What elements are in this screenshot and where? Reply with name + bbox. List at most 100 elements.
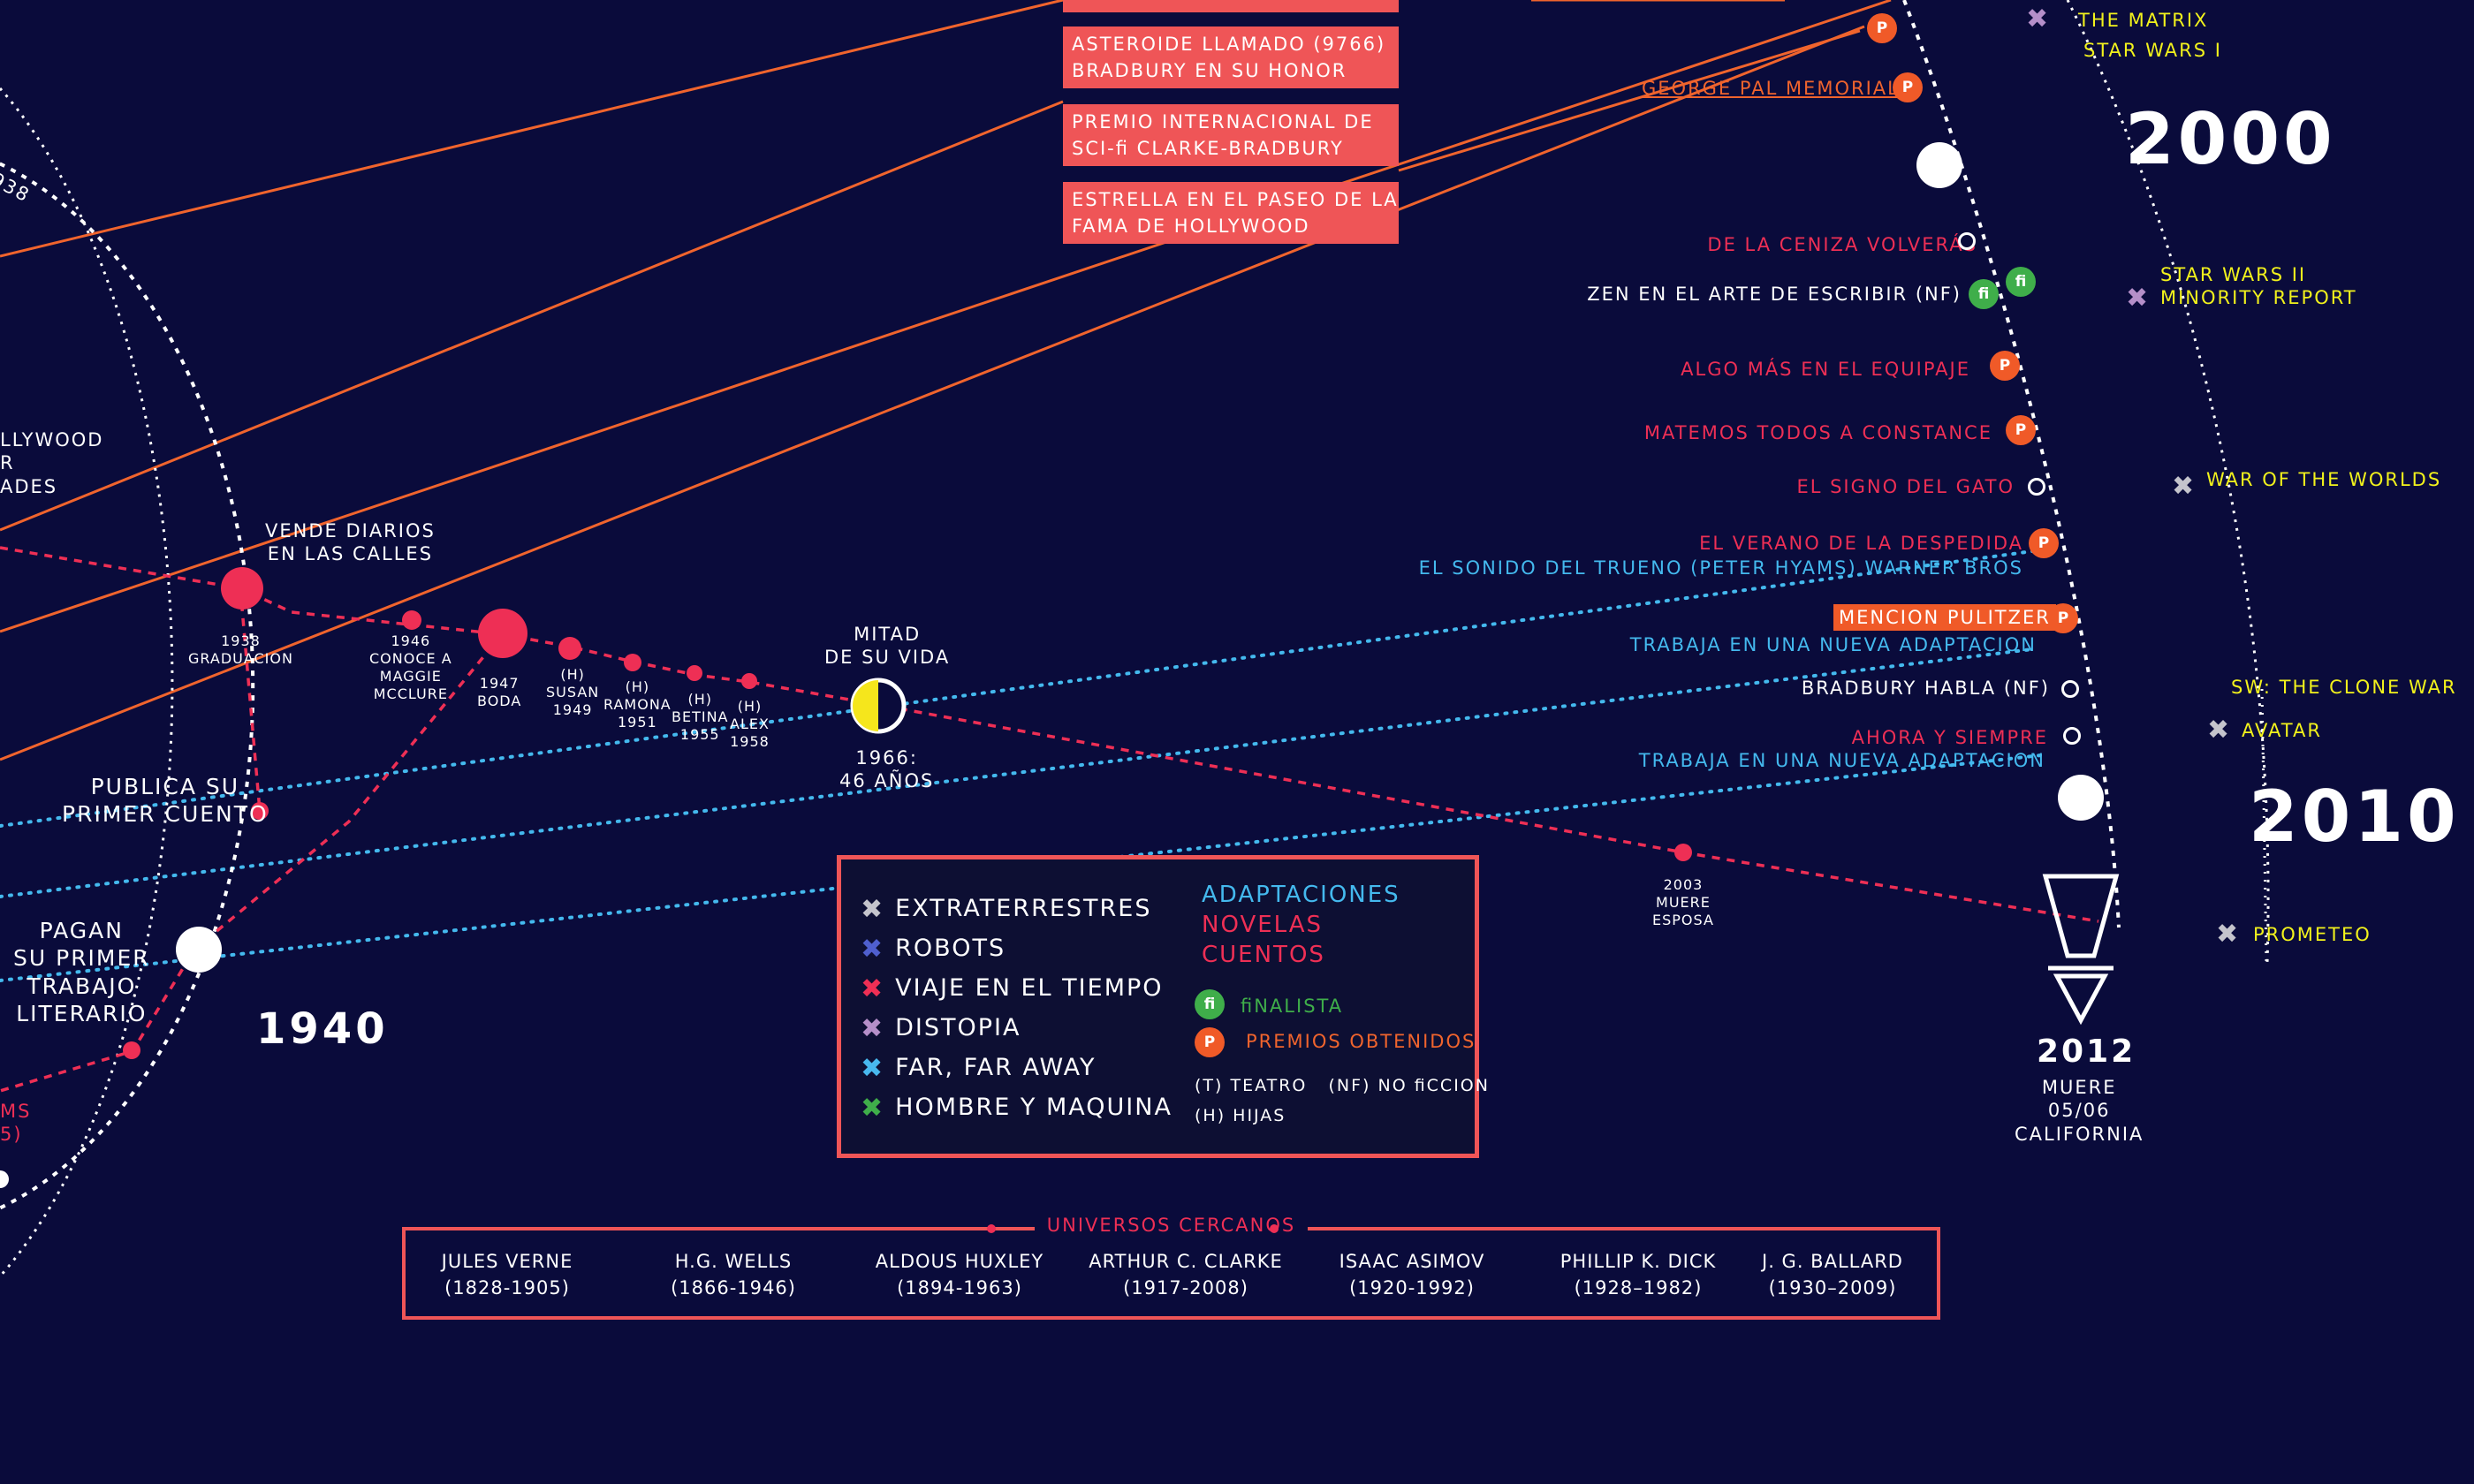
- premio-badge: P: [1867, 13, 1897, 43]
- award-box-partial: [1063, 0, 1399, 12]
- verano-premio-badge: P: [2029, 528, 2059, 558]
- legend-distopia: ✖ DISTOPIA: [861, 1012, 1021, 1044]
- extraterrestres-x-icon: ✖: [2172, 471, 2195, 502]
- hombre-maquina-x-icon: ✖: [861, 1092, 884, 1124]
- finalista-badge: ﬁ: [1195, 989, 1225, 1019]
- constance-premio-badge: P: [2006, 415, 2036, 445]
- author-ballard: J. G. BALLARD (1930–2009): [1762, 1251, 1903, 1298]
- year-2010: 2010: [2249, 776, 2460, 858]
- ramona-label: (H) RAMONA 1951: [603, 678, 672, 731]
- mitad-fecha-label: 1966: 46 AÑOS: [839, 747, 935, 792]
- legend-premios: PREMIOS OBTENIDOS: [1246, 1031, 1476, 1052]
- work-adaptacion-1: TRABAJA EN UNA NUEVA ADAPTACION: [1629, 634, 2037, 655]
- work-ceniza: DE LA CENIZA VOLVERÁS: [1707, 234, 1977, 255]
- work-ahora-siempre-marker: [2063, 727, 2081, 745]
- author-wells: H.G. WELLS (1866-1946): [671, 1251, 796, 1298]
- film-sw1: STAR WARS I: [2083, 40, 2222, 61]
- film-war-worlds: WAR OF THE WORLDS: [2206, 469, 2442, 490]
- extraterrestres-x-icon-3: ✖: [2216, 919, 2239, 950]
- pulitzer-badge: MENCION PULITZER: [1833, 604, 2056, 632]
- distopia-x-icon: ✖: [861, 1012, 884, 1044]
- work-verano: EL VERANO DE LA DESPEDIDA: [1699, 533, 2023, 554]
- legend-box: ✖ EXTRATERRESTRES ✖ ROBOTS ✖ VIAJE EN EL TI…: [837, 855, 1488, 1158]
- work-adaptacion-2: TRABAJA EN UNA NUEVA ADAPTACION: [1638, 750, 2045, 771]
- life-event-dots: [123, 567, 1692, 1059]
- film-sw2-minority: STAR WARS II MINORITY REPORT: [2160, 264, 2357, 309]
- award-asteroide: ASTEROIDE LLAMADO (9766) BRADBURY EN SU …: [1063, 26, 1399, 88]
- work-ceniza-marker: [1958, 232, 1976, 250]
- adaptation-lines: [0, 546, 2060, 982]
- work-gato-marker: [2028, 478, 2045, 496]
- mitad-vida-label: MITAD DE SU VIDA: [824, 624, 951, 669]
- legend-hombre-maquina: ✖ HOMBRE Y MAQUINA: [861, 1092, 1172, 1124]
- hollywood-partial-label: LLYWOOD R ADES: [0, 429, 104, 497]
- publica-cuento-label: PUBLICA SU PRIMER CUENTO: [62, 774, 269, 828]
- equipaje-premio-badge: P: [1990, 351, 2020, 381]
- vende-diarios-label: VENDE DIARIOS EN LAS CALLES: [265, 520, 436, 565]
- orbit-arcs: [0, 0, 2270, 1277]
- zen-finalista-badge-2: ﬁ: [2006, 267, 2036, 297]
- film-clone-war: SW: THE CLONE WAR: [2231, 677, 2457, 698]
- author-clarke: ARTHUR C. CLARKE (1917-2008): [1089, 1251, 1283, 1298]
- award-estrella-hollywood: ESTRELLA EN EL PASEO DE LA FAMA DE HOLLY…: [1063, 182, 1399, 244]
- author-verne: JULES VERNE (1828-1905): [441, 1251, 573, 1298]
- milestone-dots: [0, 142, 2104, 1188]
- far-away-x-icon: ✖: [861, 1052, 884, 1084]
- award-connector-lines: [0, 0, 1892, 761]
- legend-notes-1: (T) TEATRO (NF) NO ﬁCCION: [1195, 1076, 1490, 1095]
- extraterrestres-x-icon-2: ✖: [2207, 715, 2230, 746]
- viaje-tiempo-x-icon: ✖: [861, 973, 884, 1004]
- work-constance: MATEMOS TODOS A CONSTANCE: [1643, 422, 1992, 443]
- premio-obtenido-badge: P: [1195, 1027, 1225, 1057]
- zen-finalista-badge: ﬁ: [1969, 279, 1999, 309]
- muere-detalle-label: MUERE 05/06 CALIFORNIA: [2015, 1077, 2144, 1145]
- author-asimov: ISAAC ASIMOV (1920-1992): [1339, 1251, 1485, 1298]
- muere-esposa-label: 2003 MUERE ESPOSA: [1652, 876, 1714, 928]
- robots-x-icon: ✖: [861, 933, 884, 965]
- film-matrix: THE MATRIX: [2078, 10, 2209, 31]
- author-huxley: ALDOUS HUXLEY (1894-1963): [875, 1251, 1044, 1298]
- work-equipaje: ALGO MÁS EN EL EQUIPAJE: [1681, 359, 1970, 380]
- conoce-maggie-label: 1946 CONOCE A MAGGIE MCCLURE: [369, 632, 452, 702]
- susan-label: (H) SUSAN 1949: [546, 666, 600, 718]
- boda-label: 1947 BODA: [477, 675, 522, 709]
- legend-robots: ✖ ROBOTS: [861, 933, 1006, 965]
- universos-cercanos-box: UNIVERSOS CERCANOS JULES VERNE (1828-1905…: [402, 1215, 1940, 1320]
- george-pal-label: GEORGE PAL MEMORIAL: [1642, 78, 1900, 99]
- universes-dot-right: [1270, 1224, 1279, 1233]
- year-2000: 2000: [2125, 98, 2336, 180]
- alex-label: (H) ALEX 1958: [730, 698, 770, 750]
- death-marker-icon: [2042, 874, 2120, 1026]
- distopia-x-icon: ✖: [2026, 4, 2049, 34]
- universos-title: UNIVERSOS CERCANOS: [406, 1215, 1937, 1236]
- film-prometeo: PROMETEO: [2253, 924, 2372, 945]
- work-bradbury-habla: BRADBURY HABLA (NF): [1801, 678, 2050, 699]
- legend-adaptaciones: ADAPTACIONES: [1202, 882, 1400, 908]
- pagan-trabajo-label: PAGAN SU PRIMER TRABAJO LITERARIO: [13, 918, 150, 1026]
- graduacion-label: 1938 GRADUACION: [188, 632, 293, 667]
- work-gato: EL SIGNO DEL GATO: [1796, 476, 2015, 497]
- year-1940: 1940: [256, 1004, 389, 1054]
- muere-anio-label: 2012: [2037, 1034, 2136, 1070]
- george-pal-premio-badge: P: [1893, 72, 1923, 102]
- work-bradbury-habla-marker: [2061, 680, 2079, 698]
- half-life-moon-icon: [850, 678, 907, 734]
- distopia-x-icon-2: ✖: [2126, 283, 2149, 314]
- legend-cuentos: CUENTOS: [1202, 942, 1325, 968]
- legend-notes-2: (H) HIJAS: [1195, 1106, 1286, 1125]
- author-dick: PHILLIP K. DICK (1928–1982): [1560, 1251, 1717, 1298]
- work-sonido-trueno: EL SONIDO DEL TRUENO (PETER HYAMS) WARNE…: [1418, 557, 2023, 579]
- betina-label: (H) BETINA 1955: [672, 691, 729, 743]
- award-premio-clarke: PREMIO INTERNACIONAL DE SCI-ﬁ CLARKE-BRA…: [1063, 104, 1399, 166]
- legend-far-away: ✖ FAR, FAR AWAY: [861, 1052, 1097, 1084]
- film-avatar: AVATAR: [2242, 720, 2322, 741]
- work-zen: ZEN EN EL ARTE DE ESCRIBIR (NF): [1587, 284, 1962, 305]
- legend-extraterrestres: ✖ EXTRATERRESTRES: [861, 893, 1152, 925]
- ms-partial-label: MS 5): [0, 1101, 32, 1146]
- legend-finalista: ﬁNALISTA: [1241, 996, 1344, 1017]
- legend-viaje-tiempo: ✖ VIAJE EN EL TIEMPO: [861, 973, 1164, 1004]
- legend-novelas: NOVELAS: [1202, 912, 1324, 938]
- work-ahora-siempre: AHORA Y SIEMPRE: [1851, 727, 2048, 748]
